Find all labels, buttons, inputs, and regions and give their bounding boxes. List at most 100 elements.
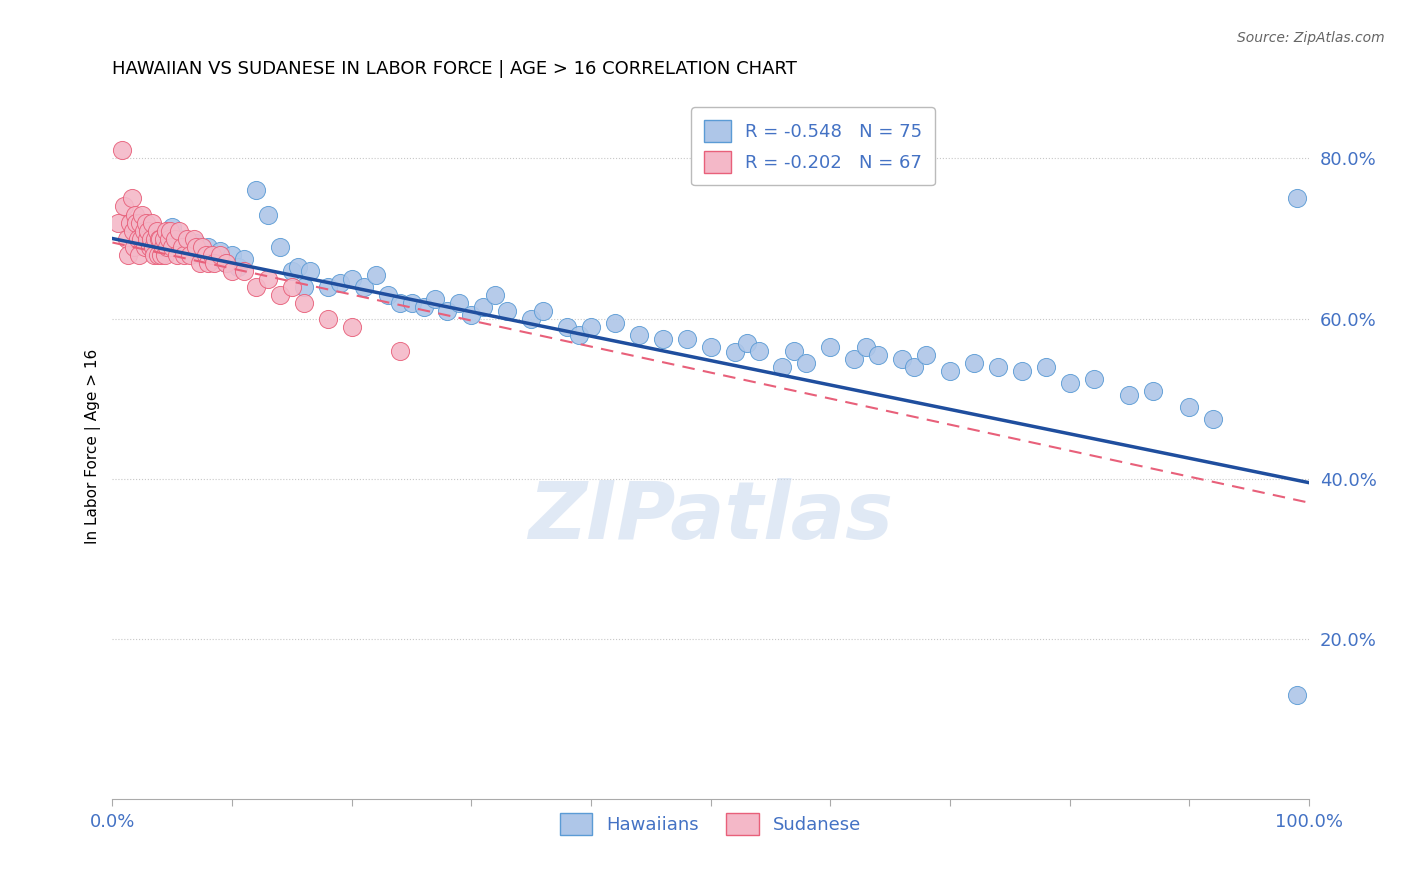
- Point: [209, 244, 232, 258]
- Point: [186, 235, 208, 250]
- Point: [111, 144, 134, 158]
- Point: [221, 263, 243, 277]
- Point: [425, 292, 447, 306]
- Point: [1142, 384, 1164, 398]
- Point: [748, 343, 770, 358]
- Point: [340, 271, 363, 285]
- Point: [121, 223, 143, 237]
- Point: [939, 363, 962, 377]
- Point: [121, 192, 143, 206]
- Point: [221, 247, 243, 261]
- Point: [287, 260, 309, 274]
- Point: [131, 235, 153, 250]
- Point: [156, 239, 179, 253]
- Point: [136, 223, 159, 237]
- Point: [176, 231, 198, 245]
- Point: [1285, 192, 1308, 206]
- Point: [1035, 359, 1057, 374]
- Point: [167, 239, 190, 253]
- Point: [191, 247, 214, 261]
- Point: [179, 247, 201, 261]
- Point: [292, 295, 315, 310]
- Point: [186, 239, 208, 253]
- Point: [281, 263, 304, 277]
- Point: [155, 223, 177, 237]
- Point: [298, 263, 321, 277]
- Point: [153, 247, 176, 261]
- Point: [129, 231, 152, 245]
- Point: [245, 279, 267, 293]
- Point: [209, 247, 232, 261]
- Point: [197, 255, 219, 269]
- Point: [472, 300, 495, 314]
- Point: [115, 231, 138, 245]
- Point: [903, 359, 925, 374]
- Point: [155, 231, 177, 245]
- Point: [202, 255, 225, 269]
- Point: [153, 231, 176, 245]
- Legend: Hawaiians, Sudanese: Hawaiians, Sudanese: [553, 806, 869, 843]
- Point: [269, 287, 291, 301]
- Point: [169, 223, 191, 237]
- Text: Source: ZipAtlas.com: Source: ZipAtlas.com: [1237, 31, 1385, 45]
- Point: [127, 231, 149, 245]
- Point: [122, 239, 145, 253]
- Point: [579, 319, 602, 334]
- Point: [145, 223, 167, 237]
- Point: [136, 231, 159, 245]
- Point: [796, 355, 818, 369]
- Text: HAWAIIAN VS SUDANESE IN LABOR FORCE | AGE > 16 CORRELATION CHART: HAWAIIAN VS SUDANESE IN LABOR FORCE | AG…: [112, 60, 797, 78]
- Point: [388, 295, 411, 310]
- Point: [388, 343, 411, 358]
- Point: [170, 239, 193, 253]
- Point: [163, 231, 186, 245]
- Point: [915, 348, 938, 362]
- Point: [162, 239, 184, 253]
- Point: [201, 247, 224, 261]
- Point: [233, 252, 256, 266]
- Point: [124, 207, 146, 221]
- Point: [699, 340, 721, 354]
- Point: [1083, 371, 1105, 385]
- Point: [150, 247, 173, 261]
- Point: [436, 303, 458, 318]
- Point: [162, 219, 184, 234]
- Point: [723, 345, 745, 359]
- Point: [152, 239, 174, 253]
- Point: [257, 271, 280, 285]
- Point: [166, 247, 188, 261]
- Point: [364, 268, 387, 282]
- Point: [139, 231, 162, 245]
- Point: [651, 332, 673, 346]
- Point: [316, 311, 339, 326]
- Point: [188, 255, 211, 269]
- Point: [269, 239, 291, 253]
- Point: [135, 215, 157, 229]
- Y-axis label: In Labor Force | Age > 16: In Labor Force | Age > 16: [86, 349, 101, 544]
- Point: [377, 287, 399, 301]
- Point: [233, 263, 256, 277]
- Point: [401, 295, 423, 310]
- Text: ZIPatlas: ZIPatlas: [529, 478, 893, 556]
- Point: [120, 215, 142, 229]
- Point: [143, 247, 166, 261]
- Point: [353, 279, 375, 293]
- Point: [460, 308, 482, 322]
- Point: [1285, 688, 1308, 702]
- Point: [131, 207, 153, 221]
- Point: [1202, 411, 1225, 425]
- Point: [627, 327, 650, 342]
- Point: [142, 239, 165, 253]
- Point: [449, 295, 471, 310]
- Point: [1118, 387, 1140, 401]
- Point: [316, 279, 339, 293]
- Point: [197, 239, 219, 253]
- Point: [868, 348, 890, 362]
- Point: [891, 351, 914, 366]
- Point: [215, 255, 238, 269]
- Point: [1059, 376, 1081, 390]
- Point: [772, 359, 794, 374]
- Point: [149, 227, 172, 242]
- Point: [963, 355, 986, 369]
- Point: [292, 279, 315, 293]
